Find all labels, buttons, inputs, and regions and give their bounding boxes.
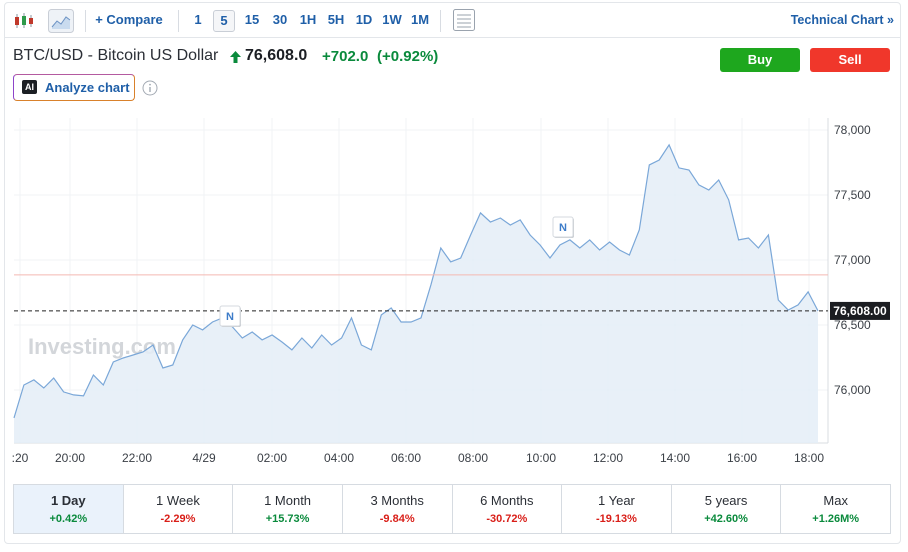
annotation: N [226, 311, 234, 323]
toolbar: + Compare Technical Chart » 1 5 15 30 1H 5H 1D… [5, 3, 900, 38]
price: 76,608.0 [245, 47, 308, 64]
interval-button[interactable]: 15 [244, 12, 260, 27]
interval-button[interactable]: 1H [299, 12, 317, 27]
period-cell[interactable]: 1 Day +0.42% [14, 485, 124, 533]
x-tick-label: 16:00 [727, 451, 757, 465]
price-change: +702.0 [322, 48, 369, 65]
annotation: N [559, 222, 567, 234]
analyze-chart-button[interactable]: AI Analyze chart [13, 74, 135, 101]
instrument-name: BTC/USD - Bitcoin US Dollar [13, 47, 219, 64]
x-tick-label: 12:00 [593, 451, 623, 465]
period-change: +0.42% [49, 513, 88, 525]
y-tick-label: 78,000 [834, 123, 871, 137]
annotation-box [552, 216, 574, 238]
period-label: Max [823, 493, 848, 508]
period-label: 1 Week [156, 493, 200, 508]
period-cell[interactable]: 3 Months -9.84% [343, 485, 453, 533]
y-tick-label: 77,000 [834, 253, 871, 267]
period-cell[interactable]: 1 Year -19.13% [562, 485, 672, 533]
interval-button[interactable]: 1 [194, 12, 202, 27]
period-change: +42.60% [704, 513, 748, 525]
ai-badge: AI [22, 80, 37, 94]
info-icon[interactable] [142, 80, 158, 96]
y-tick-label: 76,500 [834, 318, 871, 332]
period-change: -9.84% [379, 513, 415, 525]
up-arrow [230, 51, 241, 63]
buy-button[interactable]: Buy [720, 48, 800, 72]
period-label: 1 Month [264, 493, 312, 508]
candles-icon[interactable] [13, 11, 35, 31]
x-tick-label: 10:00 [526, 451, 556, 465]
period-cell[interactable]: 1 Month +15.73% [233, 485, 343, 533]
period-label: 1 Day [50, 493, 86, 508]
last-price-label: 76,608.00 [833, 304, 887, 318]
area [14, 144, 818, 443]
interval-button[interactable]: 1D [355, 12, 373, 27]
divider [85, 10, 86, 32]
sell-button[interactable]: Sell [810, 48, 890, 72]
x-tick-label: 08:00 [458, 451, 488, 465]
period-label: 5 years [704, 493, 748, 508]
period-table: 1 Day +0.42% 1 Week -2.29% 1 Month +15.73% 3 M… [13, 484, 891, 534]
interval-button[interactable]: 5H [327, 12, 345, 27]
period-cell[interactable]: 6 Months -30.72% [453, 485, 563, 533]
period-label: 3 Months [370, 493, 424, 508]
period-change: +15.73% [265, 513, 310, 525]
x-tick-label: 20:00 [55, 451, 85, 465]
last-price-box [830, 301, 890, 320]
interval-button[interactable]: 5 [213, 10, 235, 32]
period-cell[interactable]: 5 years +42.60% [672, 485, 782, 533]
x-tick-label: 4/29 [192, 451, 216, 465]
period-label: 1 Year [598, 493, 635, 508]
table-icon[interactable] [453, 9, 475, 31]
area-icon[interactable] [48, 9, 74, 33]
analyze-label: Analyze chart [45, 80, 130, 95]
compare-button[interactable]: + Compare [95, 12, 163, 27]
chart: Investing.com76,00076,50077,00077,50078,… [12, 118, 890, 465]
price-change-percent: (+0.92%) [377, 48, 439, 65]
period-change: +1.26M% [812, 513, 860, 525]
divider [440, 10, 441, 32]
period-cell[interactable]: 1 Week -2.29% [124, 485, 234, 533]
period-change: -19.13% [595, 513, 637, 525]
divider [178, 10, 179, 32]
widget-frame [4, 2, 901, 544]
x-tick-label: 14:00 [660, 451, 690, 465]
y-tick-label: 77,500 [834, 188, 871, 202]
interval-button[interactable]: 30 [272, 12, 288, 27]
x-tick-label: 04:00 [324, 451, 354, 465]
interval-button[interactable]: 1M [410, 12, 430, 27]
x-tick-label: 18:00 [794, 451, 824, 465]
annotation-box [219, 305, 241, 327]
period-cell[interactable]: Max +1.26M% [781, 485, 890, 533]
period-change: -2.29% [160, 513, 196, 525]
technical-chart-link[interactable]: Technical Chart » [790, 13, 894, 27]
x-tick-label: 22:00 [122, 451, 152, 465]
period-change: -30.72% [486, 513, 528, 525]
interval-button[interactable]: 1W [382, 12, 402, 27]
y-tick-label: 76,000 [834, 383, 871, 397]
x-tick-label: :20 [12, 451, 29, 465]
x-tick-label: 02:00 [257, 451, 287, 465]
period-label: 6 Months [480, 493, 534, 508]
x-tick-label: 06:00 [391, 451, 421, 465]
price-line [13, 143, 819, 419]
